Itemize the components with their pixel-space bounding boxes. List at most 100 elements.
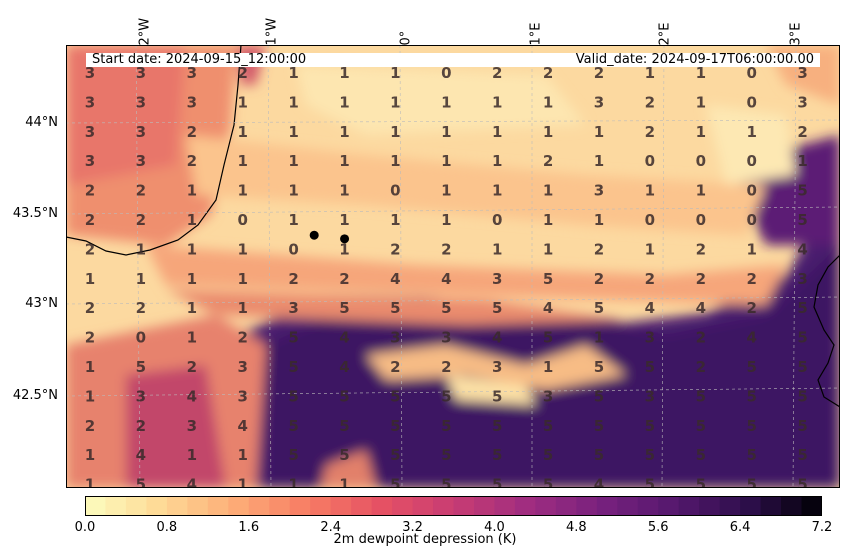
grid-value: 1 — [492, 152, 502, 170]
colorbar-bin — [269, 496, 291, 516]
grid-value: 5 — [441, 387, 451, 405]
grid-value: 1 — [187, 329, 197, 347]
grid-value: 0 — [645, 152, 655, 170]
grid-value: 4 — [797, 240, 807, 258]
grid-value: 1 — [339, 182, 349, 200]
colorbar-tick-label: 7.2 — [811, 520, 833, 535]
grid-value: 1 — [543, 211, 553, 229]
grid-value: 3 — [136, 64, 146, 82]
grid-value: 5 — [492, 476, 502, 488]
grid-value: 2 — [543, 152, 553, 170]
colorbar-tick-label: 4.0 — [484, 520, 505, 535]
grid-value: 5 — [441, 446, 451, 464]
grid-value: 3 — [288, 299, 298, 317]
grid-value: 5 — [696, 417, 706, 435]
grid-value: 5 — [746, 387, 756, 405]
grid-value: 3 — [797, 64, 807, 82]
grid-value: 1 — [237, 182, 247, 200]
grid-value: 5 — [645, 476, 655, 488]
grid-value: 1 — [85, 476, 95, 488]
grid-value: 1 — [339, 211, 349, 229]
grid-values: 3 3 3 2 1 1 1 0 2 2 2 1 1 0 3 3 3 3 1 1 1 1 1 1 1 3 2 1 0 3 3 3 2 1 1 1 1 1 1 1… — [85, 64, 808, 488]
grid-value: 1 — [594, 211, 604, 229]
grid-value: 1 — [441, 182, 451, 200]
grid-value: 1 — [390, 152, 400, 170]
station-markers — [309, 230, 350, 244]
colorbar-bin — [535, 496, 557, 516]
colorbar-bin — [514, 496, 536, 516]
grid-value: 1 — [492, 182, 502, 200]
colorbar-bin — [699, 496, 721, 516]
colorbar-tick-label: 2.4 — [320, 520, 341, 535]
colorbar-tick-label: 5.6 — [647, 520, 669, 535]
grid-value: 5 — [797, 476, 807, 488]
grid-value: 5 — [594, 387, 604, 405]
grid-value: 0 — [746, 152, 756, 170]
colorbar-tick-label: 3.2 — [402, 520, 423, 535]
colorbar-bin — [453, 496, 475, 516]
grid-value: 1 — [339, 123, 349, 141]
grid-value: 5 — [339, 299, 349, 317]
grid-value: 4 — [187, 476, 197, 488]
grid-value: 1 — [237, 123, 247, 141]
grid-value: 1 — [237, 93, 247, 111]
grid-value: 4 — [594, 476, 604, 488]
grid-value: 1 — [645, 240, 655, 258]
coastline-west — [66, 45, 242, 256]
lat-label-43n: 43°N — [25, 296, 58, 311]
grid-value: 1 — [441, 211, 451, 229]
grid-value: 0 — [746, 64, 756, 82]
grid-value: 3 — [85, 123, 95, 141]
colorbar-tick-label: 4.8 — [565, 520, 587, 535]
grid-value: 0 — [746, 211, 756, 229]
grid-value: 5 — [696, 476, 706, 488]
colorbar-bin — [125, 496, 148, 516]
grid-value: 0 — [390, 182, 400, 200]
grid-value: 1 — [696, 123, 706, 141]
colorbar-bin — [392, 496, 414, 516]
grid-value: 5 — [746, 417, 756, 435]
colorbar-bin — [351, 496, 373, 516]
colorbar-label: 2m dewpoint depression (K) — [333, 532, 517, 547]
grid-value: 2 — [85, 211, 95, 229]
grid-value: 1 — [492, 123, 502, 141]
grid-value: 3 — [136, 93, 146, 111]
grid-value: 3 — [85, 64, 95, 82]
colorbar-tick-label: 6.4 — [729, 520, 751, 535]
grid-value: 3 — [645, 329, 655, 347]
grid-value: 2 — [797, 123, 807, 141]
grid-value: 5 — [797, 446, 807, 464]
grid-value: 1 — [288, 211, 298, 229]
grid-value: 2 — [136, 299, 146, 317]
grid-value: 2 — [696, 329, 706, 347]
grid-value: 0 — [645, 211, 655, 229]
grid-value: 1 — [645, 182, 655, 200]
station-2-marker — [340, 234, 350, 244]
grid-value: 5 — [288, 417, 298, 435]
grid-value: 5 — [136, 358, 146, 376]
grid-value: 3 — [645, 387, 655, 405]
date-header-bar: Start date: 2024-09-15_12:00:00 Valid_da… — [86, 53, 820, 67]
grid-value: 0 — [696, 211, 706, 229]
grid-value: 5 — [797, 387, 807, 405]
grid-value: 1 — [85, 270, 95, 288]
grid-value: 5 — [288, 329, 298, 347]
grid-value: 1 — [187, 240, 197, 258]
grid-value: 5 — [594, 446, 604, 464]
grid-value: 1 — [85, 358, 95, 376]
grid-value: 5 — [797, 358, 807, 376]
grid-value: 5 — [543, 329, 553, 347]
colorbar-bin — [596, 496, 618, 516]
grid-value: 4 — [543, 299, 553, 317]
grid-value: 4 — [441, 270, 451, 288]
field-shading — [66, 45, 840, 488]
grid-value: 1 — [696, 182, 706, 200]
grid-value: 5 — [390, 417, 400, 435]
colorbar-bin — [166, 496, 188, 516]
grid-value: 5 — [543, 446, 553, 464]
grid-value: 2 — [288, 270, 298, 288]
grid-value: 5 — [696, 446, 706, 464]
grid-value: 5 — [797, 417, 807, 435]
grid-value: 1 — [339, 93, 349, 111]
grid-value: 2 — [85, 240, 95, 258]
